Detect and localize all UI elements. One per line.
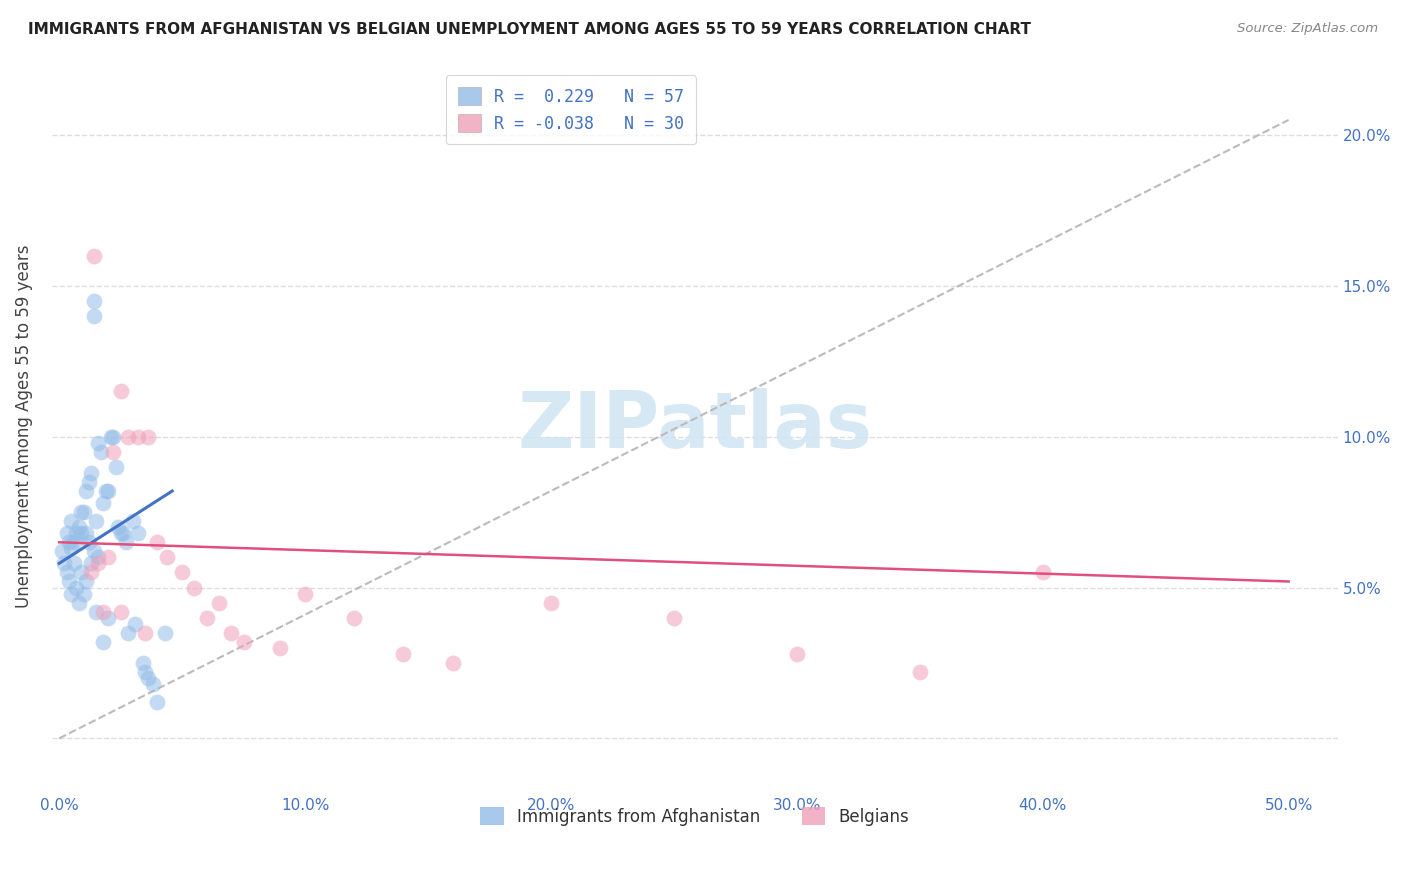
Point [662, 610, 685, 624]
Point [269, 640, 291, 655]
Point [156, 550, 179, 565]
Point [441, 656, 464, 670]
Point [55, 526, 77, 541]
Text: IMMIGRANTS FROM AFGHANISTAN VS BELGIAN UNEMPLOYMENT AMONG AGES 55 TO 59 YEARS CO: IMMIGRANTS FROM AFGHANISTAN VS BELGIAN U… [28, 22, 1031, 37]
Point [83, 293, 105, 308]
Point [100, 430, 122, 444]
Point [103, 430, 125, 444]
Point [107, 520, 129, 534]
Text: ZIPatlas: ZIPatlas [517, 388, 872, 464]
Point [60, 514, 83, 528]
Point [146, 695, 169, 709]
Point [87, 435, 110, 450]
Text: Source: ZipAtlas.com: Source: ZipAtlas.com [1237, 22, 1378, 36]
Point [60, 541, 83, 556]
Point [110, 605, 132, 619]
Point [84, 514, 107, 528]
Point [67, 596, 90, 610]
Point [73, 586, 96, 600]
Point [110, 384, 132, 399]
Point [63, 557, 86, 571]
Point [75, 483, 97, 498]
Point [122, 514, 145, 528]
Point [208, 596, 231, 610]
Point [55, 566, 77, 580]
Point [97, 610, 120, 624]
Point [117, 430, 139, 444]
Point [540, 596, 562, 610]
Y-axis label: Unemployment Among Ages 55 to 59 years: Unemployment Among Ages 55 to 59 years [15, 244, 32, 607]
Point [90, 444, 112, 458]
Point [219, 625, 242, 640]
Point [80, 466, 103, 480]
Point [58, 535, 80, 549]
Point [908, 665, 931, 679]
Point [58, 574, 80, 589]
Point [124, 616, 146, 631]
Point [136, 430, 159, 444]
Point [73, 505, 96, 519]
Point [104, 459, 127, 474]
Point [87, 557, 110, 571]
Point [117, 625, 139, 640]
Point [153, 625, 176, 640]
Point [77, 475, 100, 489]
Point [134, 665, 156, 679]
Point [63, 535, 86, 549]
Point [84, 605, 107, 619]
Point [75, 574, 97, 589]
Point [70, 505, 93, 519]
Point [97, 550, 120, 565]
Point [83, 309, 105, 323]
Point [77, 535, 100, 549]
Point [127, 526, 149, 541]
Point [93, 496, 115, 510]
Point [170, 566, 193, 580]
Point [97, 483, 120, 498]
Point [87, 550, 110, 565]
Point [786, 647, 808, 661]
Point [142, 677, 165, 691]
Point [70, 526, 93, 541]
Point [65, 526, 87, 541]
Point [103, 444, 125, 458]
Point [183, 581, 205, 595]
Point [75, 526, 97, 541]
Point [80, 566, 103, 580]
Point [294, 586, 316, 600]
Point [232, 635, 254, 649]
Point [60, 586, 83, 600]
Point [65, 581, 87, 595]
Point [94, 483, 117, 498]
Point [127, 430, 149, 444]
Point [392, 647, 415, 661]
Point [83, 249, 105, 263]
Point [136, 671, 159, 685]
Point [112, 526, 135, 541]
Point [67, 520, 90, 534]
Legend: Immigrants from Afghanistan, Belgians: Immigrants from Afghanistan, Belgians [470, 797, 920, 836]
Point [53, 557, 76, 571]
Point [343, 610, 366, 624]
Point [70, 566, 93, 580]
Point [195, 610, 218, 624]
Point [132, 656, 155, 670]
Point [80, 557, 103, 571]
Point [1032, 566, 1054, 580]
Point [93, 635, 115, 649]
Point [83, 544, 105, 558]
Point [110, 526, 132, 541]
Point [146, 535, 169, 549]
Point [51, 544, 73, 558]
Point [93, 605, 115, 619]
Point [114, 535, 136, 549]
Point [134, 625, 156, 640]
